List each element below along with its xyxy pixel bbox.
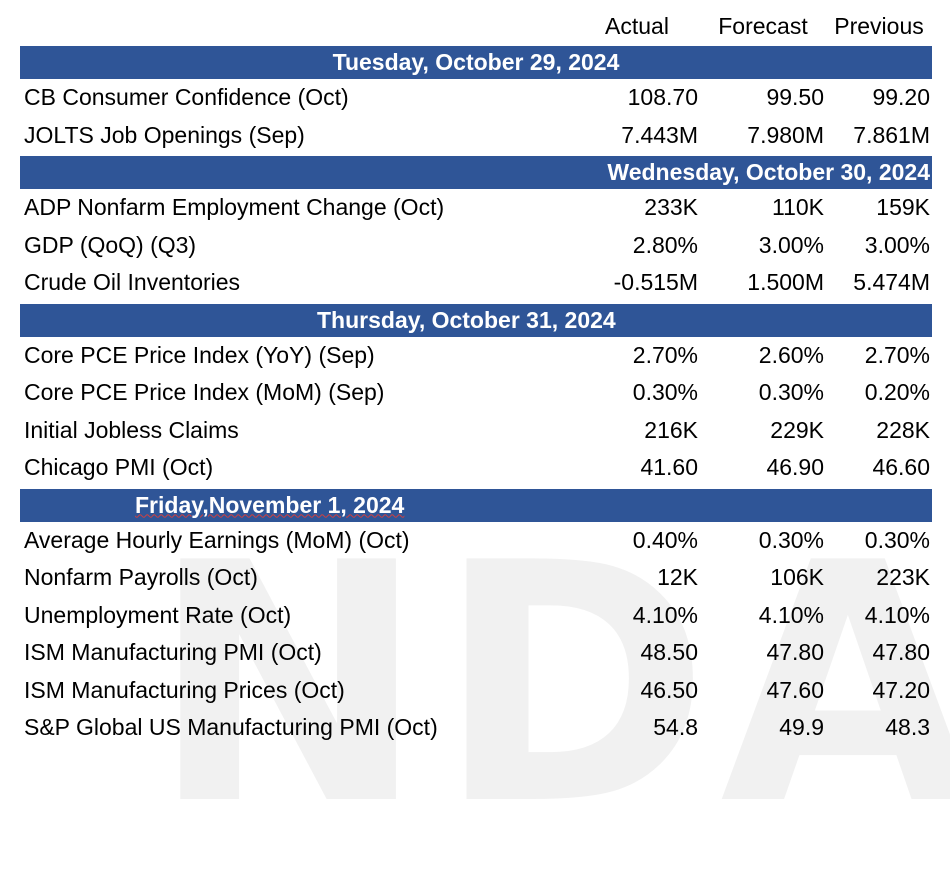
- table-row: Average Hourly Earnings (MoM) (Oct) 0.40…: [20, 522, 932, 560]
- forecast-value: 47.80: [766, 639, 824, 666]
- event-name: Core PCE Price Index (MoM) (Sep): [24, 379, 385, 406]
- actual-value: 46.50: [640, 676, 698, 703]
- forecast-value: 106K: [770, 564, 824, 591]
- event-name: CB Consumer Confidence (Oct): [24, 84, 349, 111]
- event-name: Average Hourly Earnings (MoM) (Oct): [24, 526, 410, 553]
- forecast-value: 1.500M: [747, 269, 824, 296]
- date-row-friday: Friday,November 1, 2024: [20, 486, 932, 522]
- event-name: ISM Manufacturing PMI (Oct): [24, 639, 322, 666]
- forecast-value: 0.30%: [758, 379, 824, 406]
- table-row: Crude Oil Inventories -0.515M 1.500M 5.4…: [20, 264, 932, 303]
- event-name: S&P Global US Manufacturing PMI (Oct): [24, 714, 438, 741]
- table-row: Core PCE Price Index (YoY) (Sep) 2.70% 2…: [20, 337, 932, 375]
- date-row-wednesday: Wednesday, October 30, 2024: [20, 154, 932, 189]
- event-name: ADP Nonfarm Employment Change (Oct): [24, 194, 445, 221]
- actual-value: 2.80%: [632, 231, 698, 258]
- previous-value: 159K: [876, 194, 930, 221]
- previous-value: 2.70%: [864, 341, 930, 368]
- header-event: [20, 8, 574, 45]
- table-row: ISM Manufacturing PMI (Oct) 48.50 47.80 …: [20, 634, 932, 672]
- table-row: Unemployment Rate (Oct) 4.10% 4.10% 4.10…: [20, 597, 932, 635]
- date-row-thursday: Thursday, October 31, 2024: [20, 301, 932, 337]
- forecast-value: 3.00%: [758, 231, 824, 258]
- forecast-value: 110K: [771, 194, 824, 221]
- forecast-value: 47.60: [766, 676, 824, 703]
- previous-value: 47.20: [872, 676, 930, 703]
- previous-value: 7.861M: [853, 121, 930, 148]
- table-row: Core PCE Price Index (MoM) (Sep) 0.30% 0…: [20, 374, 932, 412]
- previous-value: 5.474M: [853, 269, 930, 296]
- column-header-row: Actual Forecast Previous: [20, 8, 932, 45]
- table-row: JOLTS Job Openings (Sep) 7.443M 7.980M 7…: [20, 117, 932, 156]
- table-row: CB Consumer Confidence (Oct) 108.70 99.5…: [20, 79, 932, 117]
- table-row: Nonfarm Payrolls (Oct) 12K 106K 223K: [20, 559, 932, 597]
- header-previous: Previous: [834, 12, 924, 39]
- event-name: ISM Manufacturing Prices (Oct): [24, 676, 345, 703]
- previous-value: 46.60: [872, 454, 930, 481]
- forecast-value: 4.10%: [758, 601, 824, 628]
- table-row: GDP (QoQ) (Q3) 2.80% 3.00% 3.00%: [20, 227, 932, 265]
- forecast-value: 0.30%: [758, 526, 824, 553]
- previous-value: 0.30%: [864, 526, 930, 553]
- actual-value: 12K: [657, 564, 698, 591]
- date-label: Thursday, October 31, 2024: [20, 301, 932, 337]
- date-label-text: Friday,November 1, 2024: [135, 491, 405, 518]
- actual-value: -0.515M: [613, 269, 698, 296]
- actual-value: 216K: [644, 416, 698, 443]
- event-name: GDP (QoQ) (Q3): [24, 231, 197, 258]
- event-name: Crude Oil Inventories: [24, 269, 241, 296]
- previous-value: 0.20%: [864, 379, 930, 406]
- event-name: Initial Jobless Claims: [24, 416, 239, 443]
- forecast-value: 99.50: [766, 84, 824, 111]
- economic-calendar-table: Actual Forecast Previous Tuesday, Octobe…: [20, 8, 932, 747]
- forecast-value: 7.980M: [747, 121, 824, 148]
- actual-value: 108.70: [627, 84, 698, 111]
- actual-value: 4.10%: [632, 601, 698, 628]
- previous-value: 48.3: [885, 714, 930, 741]
- actual-value: 41.60: [640, 454, 698, 481]
- table-row: S&P Global US Manufacturing PMI (Oct) 54…: [20, 709, 932, 747]
- date-row-tuesday: Tuesday, October 29, 2024: [20, 44, 932, 79]
- previous-value: 223K: [876, 564, 930, 591]
- header-actual: Actual: [605, 12, 669, 39]
- event-name: Unemployment Rate (Oct): [24, 601, 292, 628]
- actual-value: 54.8: [653, 714, 698, 741]
- actual-value: 2.70%: [632, 341, 698, 368]
- previous-value: 47.80: [872, 639, 930, 666]
- table-row: Chicago PMI (Oct) 41.60 46.90 46.60: [20, 449, 932, 488]
- table-row: Initial Jobless Claims 216K 229K 228K: [20, 412, 932, 450]
- actual-value: 233K: [644, 194, 698, 221]
- previous-value: 228K: [876, 416, 930, 443]
- actual-value: 0.40%: [632, 526, 698, 553]
- event-name: Core PCE Price Index (YoY) (Sep): [24, 341, 375, 368]
- actual-value: 0.30%: [632, 379, 698, 406]
- date-label: Wednesday, October 30, 2024: [20, 154, 932, 189]
- table-row: ADP Nonfarm Employment Change (Oct) 233K…: [20, 189, 932, 227]
- forecast-value: 46.90: [766, 454, 824, 481]
- forecast-value: 2.60%: [758, 341, 824, 368]
- event-name: JOLTS Job Openings (Sep): [24, 121, 305, 148]
- date-label: Friday,November 1, 2024: [20, 486, 932, 522]
- previous-value: 99.20: [872, 84, 930, 111]
- table-row: ISM Manufacturing Prices (Oct) 46.50 47.…: [20, 672, 932, 710]
- forecast-value: 229K: [770, 416, 824, 443]
- actual-value: 7.443M: [621, 121, 698, 148]
- event-name: Nonfarm Payrolls (Oct): [24, 564, 258, 591]
- previous-value: 4.10%: [864, 601, 930, 628]
- actual-value: 48.50: [640, 639, 698, 666]
- previous-value: 3.00%: [864, 231, 930, 258]
- forecast-value: 49.9: [779, 714, 824, 741]
- date-label: Tuesday, October 29, 2024: [20, 44, 932, 79]
- header-forecast: Forecast: [718, 12, 808, 39]
- event-name: Chicago PMI (Oct): [24, 454, 214, 481]
